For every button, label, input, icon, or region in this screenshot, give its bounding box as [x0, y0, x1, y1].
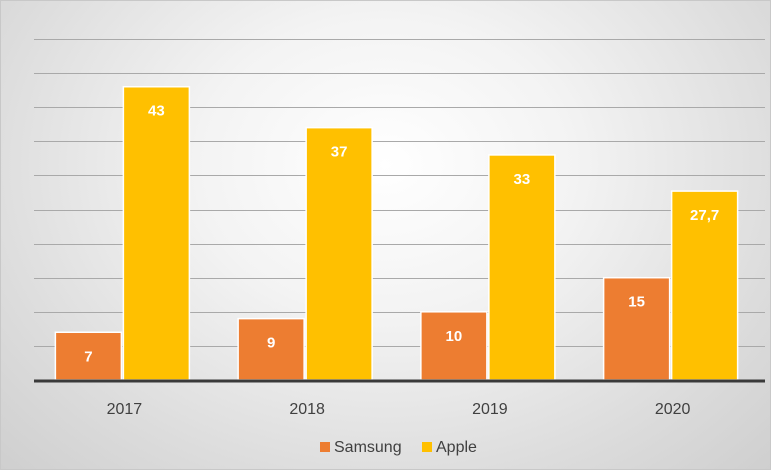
x-tick-label: 2017	[107, 401, 143, 418]
x-tick-label: 2020	[655, 401, 691, 418]
data-label-samsung-2018: 9	[267, 335, 275, 352]
legend-swatch-samsung	[320, 442, 330, 452]
data-label-apple-2019: 33	[514, 171, 531, 188]
bars	[54, 85, 739, 381]
legend-swatch-apple	[422, 442, 432, 452]
x-axis-ticks: 2017 2018 2019 2020	[107, 401, 691, 418]
x-tick-label: 2018	[289, 401, 325, 418]
legend-label-samsung: Samsung	[334, 439, 402, 456]
legend: Samsung Apple	[320, 439, 477, 456]
data-label-samsung-2017: 7	[84, 348, 92, 365]
data-label-samsung-2019: 10	[446, 328, 463, 345]
bar-apple-2017	[122, 85, 191, 381]
bar-apple-2019	[488, 154, 556, 381]
data-label-samsung-2020: 15	[628, 294, 645, 311]
bar-apple-2020	[670, 190, 739, 381]
bar-samsung-2017	[54, 331, 123, 381]
bar-apple-2018	[305, 126, 373, 381]
data-labels: 7 43 9 37 10 33 15 27,7	[84, 103, 719, 366]
data-label-apple-2020: 27,7	[690, 207, 719, 224]
bar-samsung-2018	[237, 317, 305, 381]
data-label-apple-2017: 43	[148, 103, 165, 120]
data-label-apple-2018: 37	[331, 144, 348, 161]
bar-samsung-2019	[420, 311, 488, 381]
x-tick-label: 2019	[472, 401, 508, 418]
legend-label-apple: Apple	[436, 439, 477, 456]
